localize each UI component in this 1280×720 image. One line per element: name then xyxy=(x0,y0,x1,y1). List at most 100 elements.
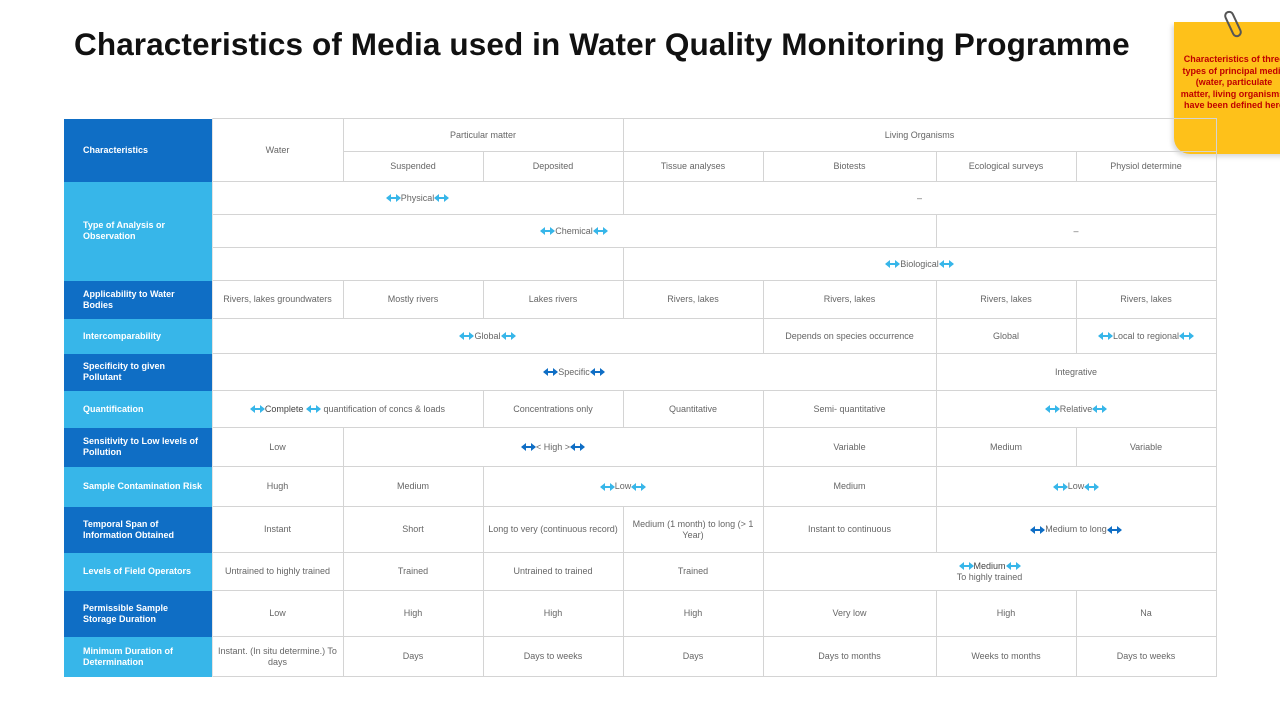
header-physiol-determine: Physiol determine xyxy=(1075,151,1217,182)
cell-contamination-low: Low xyxy=(482,466,764,507)
table-row: Applicability to Water Bodies Rivers, la… xyxy=(64,280,1217,319)
double-arrow-icon xyxy=(1179,332,1195,341)
cell-temporal-water: Instant xyxy=(211,506,344,553)
cell-temporal-suspended: Short xyxy=(342,506,484,553)
header-particulate-matter: Particular matter xyxy=(342,118,624,152)
page-title: Characteristics of Media used in Water Q… xyxy=(74,26,1130,62)
cell-sensitivity-biotests: Variable xyxy=(762,427,937,467)
cell-quantification-relative: Relative xyxy=(935,390,1217,428)
media-characteristics-table: Characteristics Water Particular matter … xyxy=(64,118,1217,677)
cell-applicability-water: Rivers, lakes groundwaters xyxy=(211,280,344,319)
cell-storage-physiol: Na xyxy=(1075,590,1217,637)
row-label-specificity: Specificity to given Pollutant xyxy=(64,353,213,391)
header-tissue-analyses: Tissue analyses xyxy=(622,151,764,182)
cell-biological: Biological xyxy=(622,247,1217,281)
cell-temporal-tissue: Medium (1 month) to long (> 1 Year) xyxy=(622,506,764,553)
table-row: Sensitivity to Low levels of Pollution L… xyxy=(64,427,1217,467)
double-arrow-icon xyxy=(599,482,615,491)
double-arrow-icon xyxy=(1052,482,1068,491)
table-row: Minimum Duration of Determination Instan… xyxy=(64,636,1217,677)
cell-intercomparability-global: Global xyxy=(211,318,764,354)
cell-intercomparability-biotests: Depends on species occurrence xyxy=(762,318,937,354)
double-arrow-icon xyxy=(500,332,516,341)
double-arrow-icon xyxy=(305,405,321,414)
cell-quantification-biotests: Semi- quantitative xyxy=(762,390,937,428)
double-arrow-icon xyxy=(540,227,556,236)
double-arrow-icon xyxy=(385,194,401,203)
cell-duration-biotests: Days to months xyxy=(762,636,937,677)
cell-quantification-complete: Complete quantification of concs & loads xyxy=(211,390,484,428)
cell-intercomparability-ecological: Global xyxy=(935,318,1077,354)
row-label-duration: Minimum Duration of Determination xyxy=(64,636,213,677)
cell-contamination-suspended: Medium xyxy=(342,466,484,507)
table-row: Characteristics Water Particular matter … xyxy=(64,118,1217,182)
double-arrow-icon xyxy=(885,260,901,269)
cell-duration-water: Instant. (In situ determine.) To days xyxy=(211,636,344,677)
cell-storage-tissue: High xyxy=(622,590,764,637)
row-label-analysis: Type of Analysis or Observation xyxy=(64,181,213,281)
double-arrow-icon xyxy=(434,194,450,203)
double-arrow-icon xyxy=(938,260,954,269)
cell-operators-tissue: Trained xyxy=(622,552,764,591)
cell-operators-deposited: Untrained to trained xyxy=(482,552,624,591)
cell-applicability-biotests: Rivers, lakes xyxy=(762,280,937,319)
table-row: Intercomparability Global Depends on spe… xyxy=(64,318,1217,354)
cell-quantification-tissue: Quantitative xyxy=(622,390,764,428)
double-arrow-icon xyxy=(1097,332,1113,341)
header-characteristics: Characteristics xyxy=(64,118,213,182)
cell-physical: Physical xyxy=(211,181,624,215)
cell-applicability-suspended: Mostly rivers xyxy=(342,280,484,319)
double-arrow-icon xyxy=(570,443,586,452)
cell-storage-deposited: High xyxy=(482,590,624,637)
cell-duration-physiol: Days to weeks xyxy=(1075,636,1217,677)
cell-sensitivity-ecological: Medium xyxy=(935,427,1077,467)
table-row: Sample Contamination Risk Hugh Medium Lo… xyxy=(64,466,1217,507)
table-row: Levels of Field Operators Untrained to h… xyxy=(64,552,1217,591)
cell-duration-suspended: Days xyxy=(342,636,484,677)
double-arrow-icon xyxy=(520,443,536,452)
cell-sensitivity-physiol: Variable xyxy=(1075,427,1217,467)
cell-applicability-deposited: Lakes rivers xyxy=(482,280,624,319)
cell-storage-biotests: Very low xyxy=(762,590,937,637)
cell-integrative: Integrative xyxy=(935,353,1217,391)
cell-contamination-biotests: Medium xyxy=(762,466,937,507)
cell-duration-ecological: Weeks to months xyxy=(935,636,1077,677)
table-row: Type of Analysis or Observation Physical… xyxy=(64,181,1217,281)
cell-operators-suspended: Trained xyxy=(342,552,484,591)
double-arrow-icon xyxy=(1044,405,1060,414)
cell-empty xyxy=(211,247,624,281)
double-arrow-icon xyxy=(1084,482,1100,491)
cell-specific: Specific xyxy=(211,353,937,391)
header-deposited: Deposited xyxy=(482,151,624,182)
row-label-operators: Levels of Field Operators xyxy=(64,552,213,591)
cell-storage-ecological: High xyxy=(935,590,1077,637)
cell-chemical-na: – xyxy=(935,214,1217,248)
cell-temporal-medium-long: Medium to long xyxy=(935,506,1217,553)
cell-temporal-deposited: Long to very (continuous record) xyxy=(482,506,624,553)
header-biotests: Biotests xyxy=(762,151,937,182)
double-arrow-icon xyxy=(249,405,265,414)
row-label-quantification: Quantification xyxy=(64,390,213,428)
table-row: Chemical – xyxy=(64,214,1217,248)
cell-applicability-physiol: Rivers, lakes xyxy=(1075,280,1217,319)
row-label-storage: Permissible Sample Storage Duration xyxy=(64,590,213,637)
row-label-intercomparability: Intercomparability xyxy=(64,318,213,354)
cell-sensitivity-high: < High > xyxy=(342,427,764,467)
cell-contamination-low-living: Low xyxy=(935,466,1217,507)
cell-storage-water: Low xyxy=(211,590,344,637)
double-arrow-icon xyxy=(589,368,605,377)
double-arrow-icon xyxy=(1106,525,1122,534)
double-arrow-icon xyxy=(958,562,974,571)
double-arrow-icon xyxy=(1092,405,1108,414)
cell-physical-na: – xyxy=(622,181,1217,215)
table-row: Biological xyxy=(64,247,1217,281)
cell-applicability-ecological: Rivers, lakes xyxy=(935,280,1077,319)
cell-operators-medium: Medium To highly trained xyxy=(762,552,1217,591)
header-suspended: Suspended xyxy=(342,151,484,182)
header-living-organisms: Living Organisms xyxy=(622,118,1217,152)
table-row: Specificity to given Pollutant Specific … xyxy=(64,353,1217,391)
cell-duration-tissue: Days xyxy=(622,636,764,677)
row-label-sensitivity: Sensitivity to Low levels of Pollution xyxy=(64,427,213,467)
table-row: Quantification Complete quantification o… xyxy=(64,390,1217,428)
header-ecological-surveys: Ecological surveys xyxy=(935,151,1077,182)
